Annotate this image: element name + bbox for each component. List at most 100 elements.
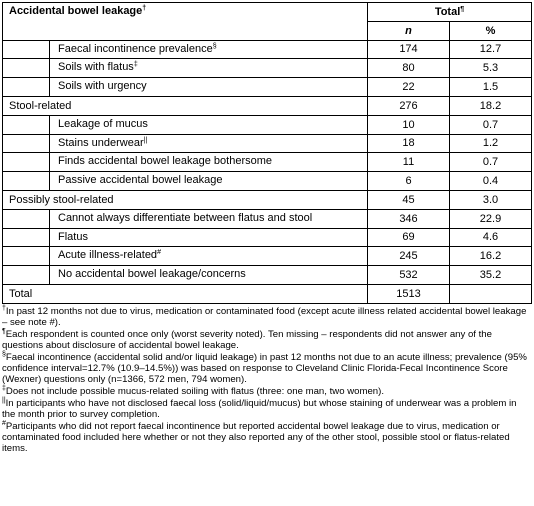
- header-row: Accidental bowel leakage† Total¶: [2, 2, 532, 41]
- footnote: †In past 12 months not due to virus, med…: [2, 304, 531, 328]
- table-row: Cannot always differentiate between flat…: [2, 208, 532, 229]
- row-label: Cannot always differentiate between flat…: [2, 208, 368, 229]
- table-row: Possibly stool-related 45 3.0: [2, 189, 532, 210]
- row-label: No accidental bowel leakage/concerns: [2, 265, 368, 285]
- count-cell: 346: [367, 208, 450, 229]
- percent-cell: 18.2: [449, 95, 532, 116]
- footnote-mark: †: [142, 5, 147, 12]
- footnote: §Faecal incontinence (accidental solid a…: [2, 351, 531, 385]
- count-cell: 22: [367, 77, 450, 97]
- footnote-mark: ¶: [460, 5, 465, 13]
- row-label: Stool-related: [2, 95, 368, 116]
- indent-cell: Cannot always differentiate between flat…: [49, 209, 367, 228]
- label-text: Total: [9, 287, 33, 300]
- table-wrap: Accidental bowel leakage† Total¶ n % Fae…: [2, 2, 532, 455]
- footnote-text: Participants who did not report faecal i…: [2, 420, 510, 454]
- header-pct: %: [449, 20, 532, 41]
- label-text: Leakage of mucus: [58, 117, 148, 130]
- count-cell: 10: [367, 114, 450, 135]
- footnote: ‡Does not include possible mucus-related…: [2, 384, 531, 397]
- count-cell: 6: [367, 171, 450, 191]
- table-row: Stool-related 276 18.2: [2, 95, 532, 116]
- row-label: Leakage of mucus: [2, 114, 368, 135]
- label-text: Cannot always differentiate between flat…: [58, 211, 313, 224]
- percent-cell: 3.0: [449, 189, 532, 210]
- percent-cell: 22.9: [449, 208, 532, 229]
- label-text: Stains underwear: [58, 136, 144, 149]
- percent-cell: 16.2: [449, 246, 532, 267]
- label-text: Possibly stool-related: [9, 193, 114, 206]
- table-row: Total 1513: [2, 283, 532, 304]
- footnote-mark: §: [212, 42, 217, 50]
- indent-cell: Soils with flatus‡: [49, 59, 367, 78]
- header-text: Total: [434, 5, 461, 18]
- percent-cell: 0.7: [449, 114, 532, 135]
- percent-cell: 35.2: [449, 265, 532, 285]
- row-label: Faecal incontinence prevalence§: [2, 39, 368, 60]
- percent-cell: 12.7: [449, 39, 532, 60]
- header-text: Accidental bowel leakage: [9, 5, 143, 17]
- count-cell: 69: [367, 227, 450, 248]
- label-text: Stool-related: [9, 99, 72, 112]
- table-row: No accidental bowel leakage/concerns 532 3…: [2, 265, 532, 285]
- footnote-mark: #: [2, 419, 6, 427]
- row-label: Soils with urgency: [2, 77, 368, 97]
- row-label: Soils with flatus‡: [2, 58, 368, 79]
- footnote-text: Does not include possible mucus-related …: [5, 385, 384, 397]
- count-cell: 245: [367, 246, 450, 267]
- percent-cell: 5.3: [449, 58, 532, 79]
- header-total: Total¶: [367, 2, 532, 22]
- percent-cell: 0.7: [449, 152, 532, 173]
- percent-cell: 1.5: [449, 77, 532, 97]
- footnote: ||In participants who have not disclosed…: [2, 396, 531, 420]
- row-label: Passive accidental bowel leakage: [2, 171, 368, 191]
- footnote-text: In participants who have not disclosed f…: [2, 397, 517, 420]
- percent-cell: [449, 283, 532, 304]
- count-cell: 276: [367, 95, 450, 116]
- footnote: #Participants who did not report faecal …: [2, 419, 531, 454]
- label-text: Soils with urgency: [58, 80, 147, 93]
- indent-cell: Flatus: [49, 228, 367, 247]
- footnote-text: In past 12 months not due to virus, medi…: [2, 305, 527, 328]
- indent-cell: No accidental bowel leakage/concerns: [49, 266, 367, 284]
- table-row: Leakage of mucus 10 0.7: [2, 114, 532, 135]
- indent-cell: Passive accidental bowel leakage: [49, 172, 367, 190]
- label-text: Soils with flatus: [58, 61, 134, 74]
- footnote-mark: ||: [2, 396, 6, 404]
- percent-cell: 4.6: [449, 227, 532, 248]
- table-row: Stains underwear|| 18 1.2: [2, 133, 532, 154]
- label-text: No accidental bowel leakage/concerns: [58, 268, 246, 281]
- table-row: Acute illness-related# 245 16.2: [2, 246, 532, 267]
- label-text: Faecal incontinence prevalence: [58, 42, 213, 55]
- table-row: Faecal incontinence prevalence§ 174 12.7: [2, 39, 532, 60]
- header-n: n: [367, 20, 450, 41]
- footnote-text: Each respondent is counted once only (wo…: [2, 328, 492, 351]
- row-label: Stains underwear||: [2, 133, 368, 154]
- indent-cell: Finds accidental bowel leakage bothersom…: [49, 153, 367, 172]
- count-cell: 45: [367, 189, 450, 210]
- label-text: Acute illness-related: [58, 249, 158, 262]
- footnote-mark: ‡: [2, 384, 6, 392]
- footnote-mark: †: [2, 304, 6, 312]
- row-label: Total: [2, 283, 368, 304]
- count-cell: 174: [367, 39, 450, 60]
- percent-cell: 0.4: [449, 171, 532, 191]
- count-cell: 18: [367, 133, 450, 154]
- footnote-mark: ¶: [2, 327, 6, 335]
- count-cell: 1513: [367, 283, 450, 304]
- table: Accidental bowel leakage† Total¶ n % Fae…: [2, 2, 532, 304]
- indent-cell: Leakage of mucus: [49, 115, 367, 134]
- footnotes: †In past 12 months not due to virus, med…: [2, 304, 531, 454]
- footnote: ¶Each respondent is counted once only (w…: [2, 327, 531, 351]
- row-label: Acute illness-related#: [2, 246, 368, 267]
- subheader-row: n %: [3, 20, 532, 41]
- footnote-text: Faecal incontinence (accidental solid an…: [2, 351, 527, 385]
- label-text: Flatus: [58, 230, 88, 243]
- row-label: Flatus: [2, 227, 368, 248]
- table-row: Soils with urgency 22 1.5: [2, 77, 532, 97]
- table-row: Flatus 69 4.6: [2, 227, 532, 248]
- row-label: Finds accidental bowel leakage bothersom…: [2, 152, 368, 173]
- table-row: Soils with flatus‡ 80 5.3: [2, 58, 532, 79]
- footnote-mark: ‡: [133, 61, 138, 69]
